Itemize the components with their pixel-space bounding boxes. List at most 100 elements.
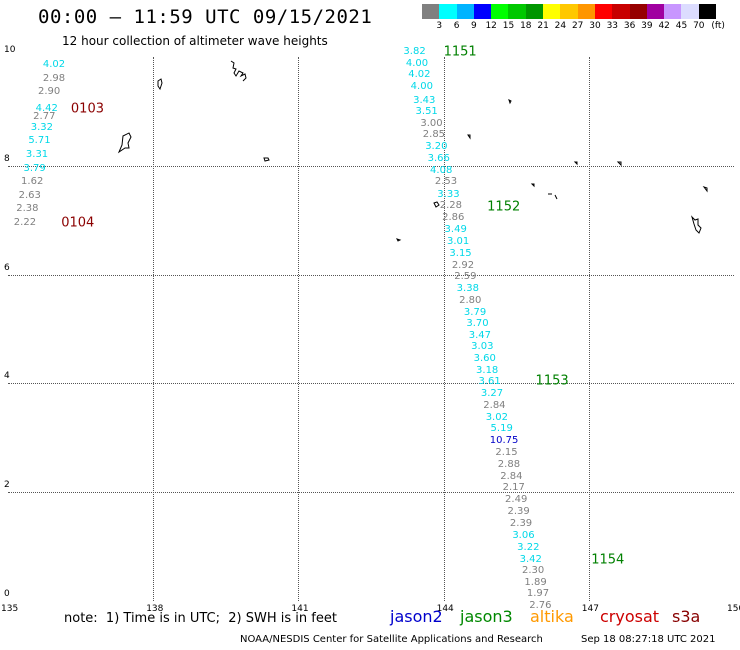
pass-number-label: 0103 — [70, 101, 104, 117]
scale-label: 70 — [693, 21, 705, 31]
scale-label: 12 — [485, 21, 497, 31]
pass-number-label: 0104 — [61, 215, 95, 231]
scale-label: 6 — [453, 21, 460, 31]
pass-number-label: 1154 — [591, 552, 625, 568]
wave-height-value: 2.59 — [454, 270, 477, 282]
scale-swatch — [664, 4, 682, 19]
lat-tick-label: 8 — [4, 153, 10, 164]
wave-height-value: 2.90 — [37, 86, 61, 98]
wave-height-value: 2.77 — [33, 110, 56, 122]
wave-height-value: 4.02 — [42, 59, 66, 71]
wave-height-value: 3.00 — [420, 118, 443, 130]
wave-height-value: 2.30 — [521, 564, 545, 576]
wave-height-value: 3.38 — [456, 282, 479, 294]
scale-swatch — [456, 4, 474, 19]
scale-label: 21 — [537, 21, 549, 31]
scale-swatch — [439, 4, 457, 19]
lat-gridline — [8, 165, 734, 167]
lat-tick-label: 10 — [4, 45, 16, 55]
wave-height-value: 2.86 — [442, 212, 465, 224]
wave-height-value: 3.43 — [413, 94, 436, 106]
scale-swatch — [422, 4, 440, 19]
scale-swatch — [612, 4, 630, 19]
wave-height-value: 2.38 — [16, 203, 39, 215]
wave-height-value: 2.39 — [509, 517, 533, 529]
lat-gridline — [8, 274, 734, 276]
legend-s3a: s3a — [672, 607, 701, 626]
wave-height-value: 2.88 — [497, 459, 521, 470]
scale-label: 36 — [623, 21, 636, 31]
wave-height-value: 3.31 — [25, 148, 49, 160]
wave-height-value: 3.42 — [519, 553, 542, 565]
wave-height-value: 3.03 — [471, 341, 494, 353]
wave-height-value: 3.27 — [480, 388, 504, 400]
wave-height-value: 3.82 — [403, 45, 426, 57]
island-shape — [396, 238, 402, 242]
scale-swatch — [646, 4, 665, 19]
wave-height-value: 2.84 — [500, 470, 523, 482]
legend-altika: altika — [530, 607, 574, 626]
lat-gridline — [8, 383, 734, 385]
lat-tick-label: 6 — [4, 262, 10, 273]
wave-height-value: 3.51 — [415, 106, 438, 118]
wave-height-value: 2.53 — [434, 176, 458, 188]
wave-height-value: 2.22 — [13, 216, 37, 228]
wave-height-value: 4.00 — [410, 81, 433, 93]
lon-tick-label: 150 — [727, 604, 740, 614]
legend-cryosat: cryosat — [600, 607, 660, 626]
pass-number-label: 1153 — [535, 373, 569, 389]
scale-swatch — [594, 4, 613, 19]
wave-height-value: 4.02 — [408, 69, 431, 81]
wave-height-value: 3.79 — [23, 162, 46, 174]
scale-label: 15 — [502, 21, 515, 31]
lat-tick-label: 0 — [4, 589, 10, 599]
wave-height-value: 2.63 — [18, 189, 41, 201]
island-shape — [690, 215, 702, 234]
lat-gridline — [8, 492, 734, 494]
lon-gridline — [153, 57, 155, 601]
color-scale-labels: 3 6 9 12 15 18 21 24 27 30 33 36 39 42 45 70 (ft) — [422, 21, 740, 33]
wave-height-value: 3.47 — [468, 329, 492, 341]
credit-text: NOAA/NESDIS Center for Satellite Applica… — [240, 634, 543, 645]
island-shape — [230, 60, 247, 82]
island-shape — [157, 78, 163, 91]
wave-height-value: 2.39 — [507, 505, 530, 517]
wave-height-value: 2.85 — [422, 129, 446, 141]
island-shape — [117, 132, 132, 154]
wave-height-value: 3.02 — [485, 412, 508, 424]
island-shape — [702, 186, 708, 193]
wave-height-value: 3.06 — [512, 529, 535, 541]
landmasses — [117, 60, 708, 242]
scale-swatch — [473, 4, 492, 19]
legend-jason3: jason3 — [460, 607, 513, 626]
wave-height-value: 3.79 — [463, 306, 487, 318]
lon-gridline — [443, 57, 445, 601]
wave-height-value: 2.80 — [459, 294, 482, 306]
wave-height-value: 1.89 — [524, 576, 547, 588]
scale-label: 42 — [658, 21, 670, 31]
scale-swatch — [543, 4, 561, 19]
lat-tick-label: 4 — [4, 371, 10, 382]
note-text: note: 1) Time is in UTC; 2) SWH is in fe… — [64, 611, 337, 626]
wave-height-value: 2.92 — [451, 259, 475, 271]
scale-swatch — [681, 4, 699, 19]
scale-label: 45 — [675, 21, 688, 31]
wave-height-value: 3.66 — [427, 153, 450, 165]
wave-height-value: 3.33 — [437, 189, 460, 201]
scale-label: 39 — [641, 21, 653, 31]
island-shape — [263, 157, 270, 162]
island-shape — [530, 183, 535, 188]
island-shape — [508, 99, 512, 105]
color-scale — [422, 4, 717, 19]
subtitle: 12 hour collection of altimeter wave hei… — [62, 34, 328, 48]
scale-swatch — [577, 4, 595, 19]
lon-tick-label: 147 — [581, 604, 599, 614]
scale-swatch — [525, 4, 544, 19]
wave-height-value: 3.32 — [30, 121, 54, 133]
scale-label: 33 — [606, 21, 619, 31]
wave-height-value: 3.18 — [476, 365, 499, 377]
wave-height-value: 10.75 — [489, 435, 519, 447]
island-shape — [573, 161, 578, 166]
wave-height-value: 2.17 — [502, 481, 525, 493]
wave-height-value: 3.61 — [478, 376, 501, 388]
